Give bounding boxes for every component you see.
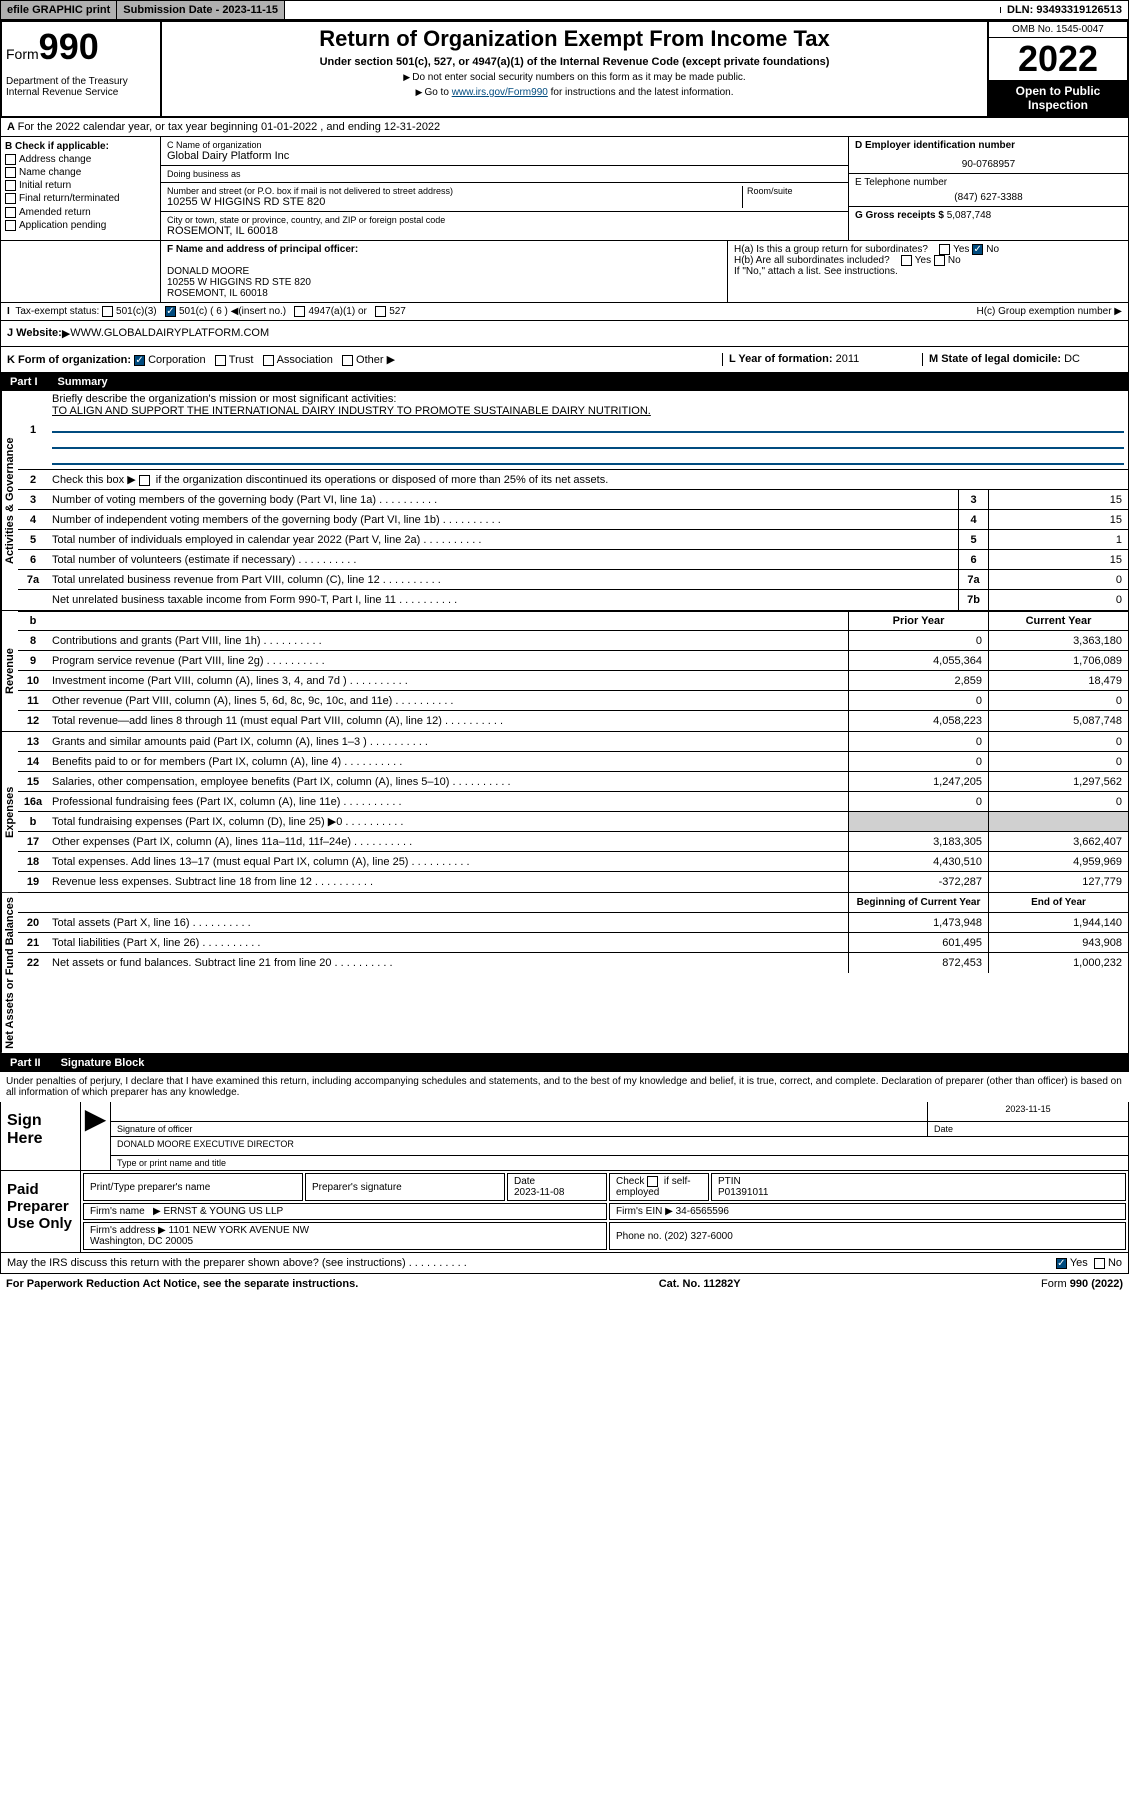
- expenses-section: Expenses 13 Grants and similar amounts p…: [0, 732, 1129, 893]
- instr-ssn: Do not enter social security numbers on …: [166, 72, 983, 83]
- preparer-table: Print/Type preparer's name Preparer's si…: [81, 1171, 1128, 1252]
- vert-label-gov: Activities & Governance: [1, 391, 18, 610]
- submission-date[interactable]: Submission Date - 2023-11-15: [117, 1, 285, 19]
- section-a: B Check if applicable: Address change Na…: [0, 137, 1129, 241]
- topbar: efile GRAPHIC print Submission Date - 20…: [0, 0, 1129, 20]
- year-formation: L Year of formation: 2011: [722, 353, 922, 366]
- hc-exemption: H(c) Group exemption number ▶: [976, 306, 1122, 317]
- table-row: 20 Total assets (Part X, line 16) 1,473,…: [18, 913, 1128, 933]
- table-row: Net unrelated business taxable income fr…: [18, 590, 1128, 610]
- table-row: 22 Net assets or fund balances. Subtract…: [18, 953, 1128, 973]
- footer: For Paperwork Reduction Act Notice, see …: [0, 1274, 1129, 1294]
- table-row: 9 Program service revenue (Part VIII, li…: [18, 651, 1128, 671]
- table-row: 19 Revenue less expenses. Subtract line …: [18, 872, 1128, 892]
- form-header: Form990 Department of the Treasury Inter…: [0, 20, 1129, 118]
- table-row: 11 Other revenue (Part VIII, column (A),…: [18, 691, 1128, 711]
- form-number: Form990: [6, 26, 156, 68]
- phone-row: E Telephone number (847) 627-3388: [849, 174, 1128, 207]
- cb-amended[interactable]: Amended return: [5, 207, 156, 218]
- tax-status-row: I Tax-exempt status: 501(c)(3) 501(c) ( …: [0, 303, 1129, 321]
- table-row: 18 Total expenses. Add lines 13–17 (must…: [18, 852, 1128, 872]
- tax-year: 2022: [989, 38, 1127, 80]
- net-assets-section: Net Assets or Fund Balances Beginning of…: [0, 893, 1129, 1054]
- table-row: 10 Investment income (Part VIII, column …: [18, 671, 1128, 691]
- department: Department of the Treasury Internal Reve…: [6, 76, 156, 98]
- table-row: 3 Number of voting members of the govern…: [18, 490, 1128, 510]
- gross-receipts: 5,087,748: [947, 210, 992, 221]
- table-row: 15 Salaries, other compensation, employe…: [18, 772, 1128, 792]
- hb-subordinates: H(b) Are all subordinates included? Yes …: [734, 255, 1122, 266]
- table-row: 7a Total unrelated business revenue from…: [18, 570, 1128, 590]
- city-row: City or town, state or province, country…: [161, 212, 848, 240]
- firm-ein: 34-6565596: [676, 1206, 729, 1217]
- dln: DLN: 93493319126513: [1001, 1, 1128, 19]
- omb-number: OMB No. 1545-0047: [989, 22, 1127, 38]
- address-row: Number and street (or P.O. box if mail i…: [161, 183, 848, 212]
- table-row: b Total fundraising expenses (Part IX, c…: [18, 812, 1128, 832]
- cb-final-return[interactable]: Final return/terminated: [5, 193, 156, 204]
- dba-row: Doing business as: [161, 166, 848, 183]
- instr-link: Go to www.irs.gov/Form990 for instructio…: [166, 87, 983, 98]
- form-title: Return of Organization Exempt From Incom…: [166, 26, 983, 52]
- cb-initial-return[interactable]: Initial return: [5, 180, 156, 191]
- ein-row: D Employer identification number 90-0768…: [849, 137, 1128, 174]
- table-row: 17 Other expenses (Part IX, column (A), …: [18, 832, 1128, 852]
- efile-button[interactable]: efile GRAPHIC print: [1, 1, 117, 19]
- vert-label-exp: Expenses: [1, 732, 18, 892]
- table-row: 8 Contributions and grants (Part VIII, l…: [18, 631, 1128, 651]
- sign-here-label: Sign Here: [1, 1102, 81, 1170]
- ein: 90-0768957: [855, 159, 1122, 170]
- ha-group-return: H(a) Is this a group return for subordin…: [734, 244, 1122, 255]
- org-name: Global Dairy Platform Inc: [167, 150, 842, 162]
- table-row: 5 Total number of individuals employed i…: [18, 530, 1128, 550]
- penalty-statement: Under penalties of perjury, I declare th…: [0, 1072, 1129, 1102]
- part1-header: Part I Summary: [0, 373, 1129, 391]
- open-public: Open to Public Inspection: [989, 80, 1127, 116]
- table-row: 21 Total liabilities (Part X, line 26) 6…: [18, 933, 1128, 953]
- firm-name: ERNST & YOUNG US LLP: [164, 1206, 284, 1217]
- table-row: 16a Professional fundraising fees (Part …: [18, 792, 1128, 812]
- vert-label-rev: Revenue: [1, 611, 18, 731]
- table-row: 4 Number of independent voting members o…: [18, 510, 1128, 530]
- discuss-row: May the IRS discuss this return with the…: [0, 1253, 1129, 1274]
- cb-address-change[interactable]: Address change: [5, 154, 156, 165]
- paid-preparer-label: Paid Preparer Use Only: [1, 1171, 81, 1252]
- mission-text: TO ALIGN AND SUPPORT THE INTERNATIONAL D…: [52, 405, 651, 417]
- signature-block: Sign Here ▶ Signature of officer 2023-11…: [0, 1102, 1129, 1253]
- cb-name-change[interactable]: Name change: [5, 167, 156, 178]
- table-row: 13 Grants and similar amounts paid (Part…: [18, 732, 1128, 752]
- col-b-checkboxes: B Check if applicable: Address change Na…: [1, 137, 161, 240]
- table-row: 6 Total number of volunteers (estimate i…: [18, 550, 1128, 570]
- part2-header: Part II Signature Block: [0, 1054, 1129, 1072]
- revenue-section: Revenue b Prior Year Current Year 8 Cont…: [0, 611, 1129, 732]
- state-domicile: M State of legal domicile: DC: [922, 353, 1122, 366]
- phone: (847) 627-3388: [855, 192, 1122, 203]
- firm-phone: (202) 327-6000: [664, 1231, 732, 1242]
- tax-period: A For the 2022 calendar year, or tax yea…: [0, 118, 1129, 137]
- table-row: 14 Benefits paid to or for members (Part…: [18, 752, 1128, 772]
- cb-application-pending[interactable]: Application pending: [5, 220, 156, 231]
- ptin: P01391011: [718, 1187, 768, 1198]
- form-subtitle: Under section 501(c), 527, or 4947(a)(1)…: [166, 56, 983, 68]
- activities-governance: Activities & Governance 1 Briefly descri…: [0, 391, 1129, 611]
- gross-receipts-row: G Gross receipts $ 5,087,748: [849, 207, 1128, 224]
- sig-date: 2023-11-15: [928, 1102, 1128, 1122]
- website-row: J Website: ▶ WWW.GLOBALDAIRYPLATFORM.COM: [0, 321, 1129, 347]
- officer-info: DONALD MOORE 10255 W HIGGINS RD STE 820 …: [167, 255, 721, 299]
- officer-group-row: F Name and address of principal officer:…: [0, 241, 1129, 303]
- table-row: 12 Total revenue—add lines 8 through 11 …: [18, 711, 1128, 731]
- website: WWW.GLOBALDAIRYPLATFORM.COM: [70, 327, 269, 340]
- sign-arrow-icon: ▶: [81, 1102, 111, 1170]
- vert-label-net: Net Assets or Fund Balances: [1, 893, 18, 1053]
- org-name-row: C Name of organization Global Dairy Plat…: [161, 137, 848, 166]
- officer-name: DONALD MOORE EXECUTIVE DIRECTOR: [111, 1136, 1128, 1156]
- irs-link[interactable]: www.irs.gov/Form990: [452, 87, 548, 98]
- k-row: K Form of organization: Corporation Trus…: [0, 347, 1129, 373]
